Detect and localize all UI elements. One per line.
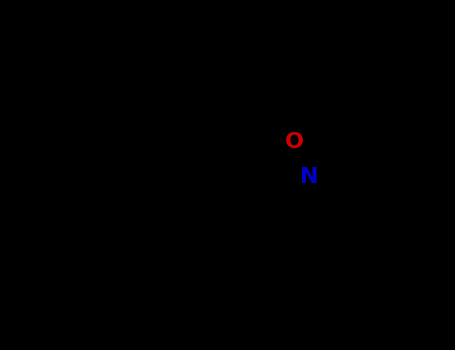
Text: O: O xyxy=(284,132,303,152)
Text: N: N xyxy=(300,167,319,187)
